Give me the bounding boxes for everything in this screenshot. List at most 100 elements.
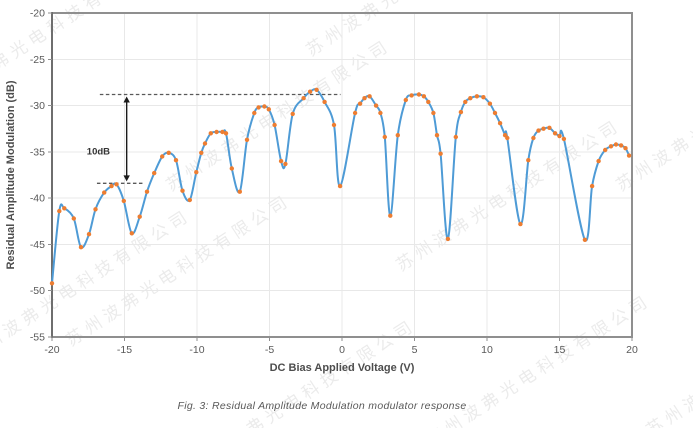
chart-canvas: -20-25-30-35-40-45-50-55-20 -15 -10 -5 0 5 10 1…: [5, 8, 638, 375]
data-point-marker: [114, 182, 119, 187]
data-point-marker: [378, 110, 383, 116]
data-point-marker: [453, 134, 458, 140]
data-point-marker: [362, 96, 367, 101]
data-point-marker: [388, 213, 393, 218]
arrow-head-up-icon: [123, 96, 130, 103]
data-point-marker: [536, 128, 541, 133]
data-point-marker: [166, 150, 171, 155]
data-point-marker: [93, 207, 98, 212]
data-point-marker: [468, 96, 473, 101]
data-point-marker: [557, 133, 562, 139]
data-point-marker: [618, 143, 624, 148]
data-point-marker: [561, 136, 567, 142]
data-point-marker: [180, 188, 185, 193]
data-point-marker: [314, 87, 319, 93]
data-point-marker: [582, 237, 588, 242]
data-point-marker: [492, 110, 498, 116]
y-tick-label: -50: [30, 285, 45, 297]
data-point-marker: [481, 95, 486, 100]
data-point-marker: [395, 133, 400, 138]
data-point-marker: [220, 129, 225, 135]
data-point-marker: [208, 131, 213, 136]
data-point-marker: [199, 150, 204, 155]
data-point-marker: [547, 125, 552, 130]
data-point-marker: [57, 208, 62, 214]
x-tick-label: 10: [481, 344, 493, 356]
data-point-marker: [256, 105, 261, 110]
x-tick-label: 5: [412, 344, 418, 356]
data-point-marker: [229, 166, 234, 171]
data-point-marker: [497, 121, 503, 126]
x-tick-label: 0: [339, 344, 345, 356]
data-point-marker: [403, 97, 408, 103]
data-point-marker: [121, 198, 127, 204]
data-markers: [49, 87, 632, 286]
x-tick-label: -10: [189, 344, 204, 356]
data-point-marker: [137, 214, 142, 219]
data-point-marker: [526, 158, 531, 163]
data-point-marker: [86, 232, 92, 237]
data-point-marker: [409, 93, 414, 98]
data-point-marker: [505, 135, 510, 141]
data-point-marker: [613, 142, 619, 147]
data-point-marker: [102, 190, 107, 195]
data-point-marker: [608, 144, 614, 149]
data-point-marker: [187, 197, 192, 203]
data-point-marker: [272, 122, 277, 128]
data-point-marker: [237, 189, 242, 194]
y-tick-label: -55: [30, 332, 45, 344]
data-point-marker: [357, 101, 363, 106]
data-point-marker: [194, 170, 199, 175]
y-tick-label: -40: [30, 193, 45, 205]
data-point-marker: [252, 110, 257, 116]
y-tick-label: -45: [30, 239, 45, 251]
data-point-marker: [445, 236, 451, 242]
data-point-marker: [626, 153, 632, 158]
x-tick-label: 15: [554, 344, 566, 356]
data-point-marker: [458, 109, 464, 115]
data-point-marker: [367, 94, 372, 99]
data-point-marker: [290, 111, 295, 117]
x-tick-label: -5: [265, 344, 274, 356]
y-tick-label: -30: [30, 100, 45, 112]
x-tick-label: -15: [117, 344, 132, 356]
data-point-marker: [301, 96, 306, 101]
data-point-marker: [307, 89, 313, 94]
data-point-marker: [152, 170, 157, 176]
data-point-marker: [322, 99, 327, 105]
data-point-marker: [463, 99, 468, 105]
data-point-marker: [160, 154, 165, 159]
gridlines: [52, 13, 632, 337]
figure-caption: Fig. 3: Residual Amplitude Modulation mo…: [177, 400, 467, 412]
annotation-label: 10dB: [87, 147, 110, 158]
data-point-marker: [266, 107, 271, 112]
tick-labels: -20-25-30-35-40-45-50-55-20 -15 -10 -5 0 5 10 1…: [30, 8, 638, 357]
data-point-marker: [421, 94, 427, 99]
data-point-marker: [71, 216, 77, 221]
data-point-marker: [109, 183, 114, 189]
arrow-head-down-icon: [123, 175, 130, 182]
data-point-marker: [129, 231, 134, 236]
data-point-marker: [214, 129, 219, 135]
data-point-marker: [244, 137, 250, 142]
data-point-marker: [434, 133, 440, 138]
data-point-marker: [49, 281, 55, 286]
data-point-marker: [337, 183, 343, 189]
x-tick-label: -20: [44, 344, 59, 356]
y-tick-label: -25: [30, 54, 45, 66]
y-tick-label: -20: [30, 8, 45, 20]
data-point-marker: [426, 99, 431, 105]
x-tick-label: 20: [626, 344, 638, 356]
data-point-marker: [173, 158, 179, 163]
data-point-marker: [262, 104, 267, 109]
data-point-marker: [589, 183, 595, 189]
data-point-marker: [596, 158, 601, 164]
data-point-marker: [373, 103, 379, 108]
data-point-marker: [531, 135, 536, 141]
data-point-marker: [278, 158, 284, 164]
10db-annotation: 10dB: [87, 93, 341, 184]
data-point-marker: [78, 245, 84, 250]
y-axis-title: Residual Amplitude Modulation (dB): [5, 80, 17, 269]
data-point-marker: [416, 92, 422, 97]
